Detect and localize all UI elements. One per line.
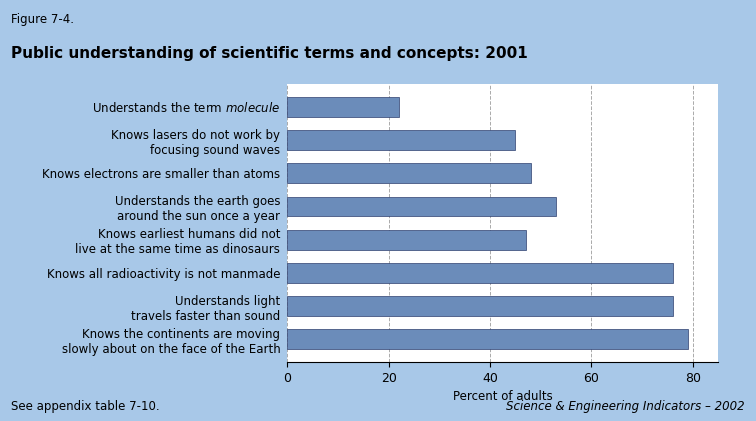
Bar: [287, 197, 556, 216]
Text: Science & Engineering Indicators – 2002: Science & Engineering Indicators – 2002: [506, 400, 745, 413]
Bar: [287, 330, 688, 349]
Bar: [287, 296, 673, 316]
X-axis label: Percent of adults: Percent of adults: [453, 390, 553, 403]
Bar: [287, 130, 516, 150]
Bar: [287, 97, 399, 117]
Bar: [287, 230, 525, 250]
Bar: [287, 163, 531, 183]
Text: Public understanding of scientific terms and concepts: 2001: Public understanding of scientific terms…: [11, 46, 528, 61]
Bar: [287, 263, 673, 283]
Text: Figure 7-4.: Figure 7-4.: [11, 13, 74, 26]
Text: See appendix table 7-10.: See appendix table 7-10.: [11, 400, 160, 413]
